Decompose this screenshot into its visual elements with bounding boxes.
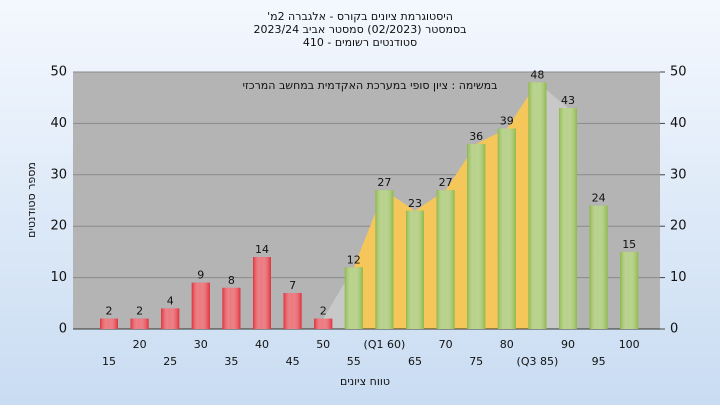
value-label: 12 [347,253,361,266]
x-tick-label: 55 [347,355,361,368]
value-label: 8 [228,274,235,287]
x-tick-label: (Q3 85) [517,355,559,368]
bar-shine [191,282,210,329]
value-label: 27 [377,176,391,189]
x-tick-label: 75 [469,355,483,368]
bar-shine [559,107,577,329]
value-label: 43 [561,94,575,107]
bar-shine [130,318,149,329]
chart-subtitle: בסמסטר (02/2023) סמסטר אביב 2023/24 [253,23,466,36]
y-axis-label: מספר סטודנטים [25,162,38,238]
y-tick-label: 10 [50,270,67,285]
value-label: 14 [255,243,269,256]
value-label: 27 [439,176,453,189]
y2-tick-label: 10 [670,270,687,285]
x-tick-label: 65 [408,355,422,368]
x-tick-label: 40 [255,338,269,351]
value-label: 24 [592,192,606,205]
x-tick-label: 90 [561,338,575,351]
bar-shine [467,143,486,329]
bar-shine [375,190,394,329]
x-tick-label: 70 [439,338,453,351]
x-tick-label: (Q1 60) [364,338,406,351]
x-tick-label: 15 [102,355,116,368]
value-label: 15 [622,238,636,251]
bar-shine [589,205,608,329]
bar-shine [100,318,118,329]
x-tick-label: 20 [133,338,147,351]
value-label: 2 [320,305,327,318]
value-label: 23 [408,197,422,210]
y-tick-label: 20 [50,219,67,234]
value-label: 4 [167,294,174,307]
x-tick-label: 45 [286,355,300,368]
value-label: 7 [289,279,296,292]
bar-shine [620,251,639,329]
x-tick-label: 50 [316,338,330,351]
x-tick-label: 80 [500,338,514,351]
x-tick-label: 95 [592,355,606,368]
chart-subtitle: סטודנטים רשומים - 410 [303,36,417,49]
value-label: 9 [197,269,204,282]
y2-tick-label: 30 [670,167,687,182]
y-tick-label: 50 [50,65,67,80]
bar-shine [283,293,302,329]
x-axis-label: טווח ציונים [340,375,390,388]
bar-shine [222,287,241,329]
x-tick-label: 100 [619,338,640,351]
x-tick-label: 30 [194,338,208,351]
bar-shine [253,257,271,329]
x-tick-label: 25 [163,355,177,368]
y-tick-label: 0 [59,322,67,337]
bar-shine [436,190,455,329]
y2-tick-label: 0 [670,322,678,337]
chart-title: היסטוגרמת ציונים בקורס - אלגברה 2מ' [267,10,453,23]
y2-tick-label: 20 [670,219,687,234]
bar-shine [161,308,180,329]
y2-tick-label: 50 [670,65,687,80]
bar-shine [314,318,333,329]
bar-shine [528,82,547,329]
y-tick-label: 30 [50,167,67,182]
value-label: 36 [469,130,483,143]
value-label: 39 [500,115,514,128]
bar-shine [406,210,424,329]
bar-shine [344,267,363,329]
x-tick-label: 35 [224,355,238,368]
value-label: 2 [136,305,143,318]
y-tick-label: 40 [50,116,67,131]
value-label: 2 [106,305,113,318]
bar-shine [497,128,516,329]
y2-tick-label: 40 [670,116,687,131]
annotation: במשימה : ציון סופי במערכת האקדמית במחשב … [243,79,498,92]
value-label: 48 [530,68,544,81]
